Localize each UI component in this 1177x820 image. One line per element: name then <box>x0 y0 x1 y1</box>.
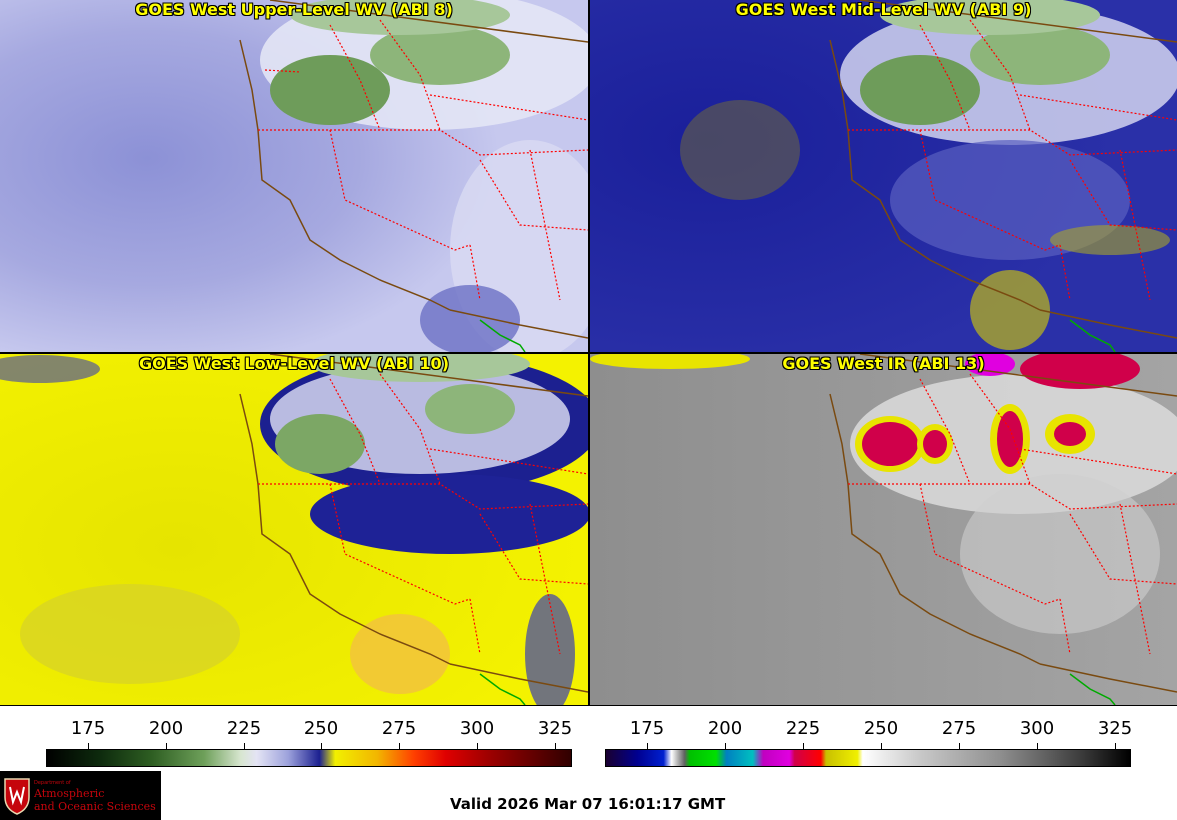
ir-tick-label: 275 <box>941 718 977 739</box>
panel-mid-level-wv: GOES West Mid-Level WV (ABI 9) <box>590 0 1177 352</box>
ir-tick-label: 200 <box>707 718 743 739</box>
wv-tick-mark <box>321 743 322 749</box>
wv-tick-mark <box>88 743 89 749</box>
mid-level-wv-image <box>590 0 1177 352</box>
panel-title-mid: GOES West Mid-Level WV (ABI 9) <box>735 0 1032 19</box>
upper-level-wv-image <box>0 0 588 352</box>
ir-tick-mark <box>959 743 960 749</box>
wv-tick-mark <box>244 743 245 749</box>
valid-time: Valid 2026 Mar 07 16:01:17 GMT <box>450 795 726 813</box>
panel-title-ir: GOES West IR (ABI 13) <box>782 354 985 373</box>
ir-tick-label: 225 <box>785 718 821 739</box>
ir-tick-label: 250 <box>863 718 899 739</box>
panel-low-level-wv: GOES West Low-Level WV (ABI 10) <box>0 354 588 705</box>
wv-tick-label: 200 <box>148 718 184 739</box>
logo-department-text: Department of <box>34 780 71 786</box>
ir-image <box>590 354 1177 705</box>
logo-line-1: Atmospheric <box>34 787 105 800</box>
wv-tick-label: 275 <box>381 718 417 739</box>
aos-logo: Department of Atmospheric and Oceanic Sc… <box>0 771 161 820</box>
wv-tick-label: 325 <box>537 718 573 739</box>
ir-tick-mark <box>881 743 882 749</box>
colorbar-area: 175 200 225 250 275 300 325 175 200 225 … <box>0 706 1177 820</box>
wv-tick-mark <box>477 743 478 749</box>
wv-colorbar <box>46 749 572 767</box>
ir-tick-label: 325 <box>1097 718 1133 739</box>
panel-title-low: GOES West Low-Level WV (ABI 10) <box>138 354 449 373</box>
ir-tick-mark <box>1115 743 1116 749</box>
wv-tick-label: 225 <box>226 718 262 739</box>
ir-tick-mark <box>647 743 648 749</box>
ir-tick-mark <box>725 743 726 749</box>
wv-tick-label: 300 <box>459 718 495 739</box>
wv-tick-label: 175 <box>70 718 106 739</box>
wv-tick-mark <box>555 743 556 749</box>
ir-colorbar <box>605 749 1131 767</box>
ir-tick-mark <box>803 743 804 749</box>
wv-tick-mark <box>399 743 400 749</box>
panel-title-upper: GOES West Upper-Level WV (ABI 8) <box>135 0 453 19</box>
uw-crest-icon <box>4 778 30 815</box>
horizontal-divider <box>0 352 1177 354</box>
wv-tick-mark <box>166 743 167 749</box>
ir-tick-mark <box>1037 743 1038 749</box>
panel-ir: GOES West IR (ABI 13) <box>590 354 1177 705</box>
panel-upper-level-wv: GOES West Upper-Level WV (ABI 8) <box>0 0 588 352</box>
low-level-wv-image <box>0 354 588 705</box>
bottom-divider <box>0 705 1177 706</box>
wv-tick-label: 250 <box>303 718 339 739</box>
ir-tick-label: 300 <box>1019 718 1055 739</box>
ir-tick-label: 175 <box>629 718 665 739</box>
logo-line-2: and Oceanic Sciences <box>34 800 156 813</box>
